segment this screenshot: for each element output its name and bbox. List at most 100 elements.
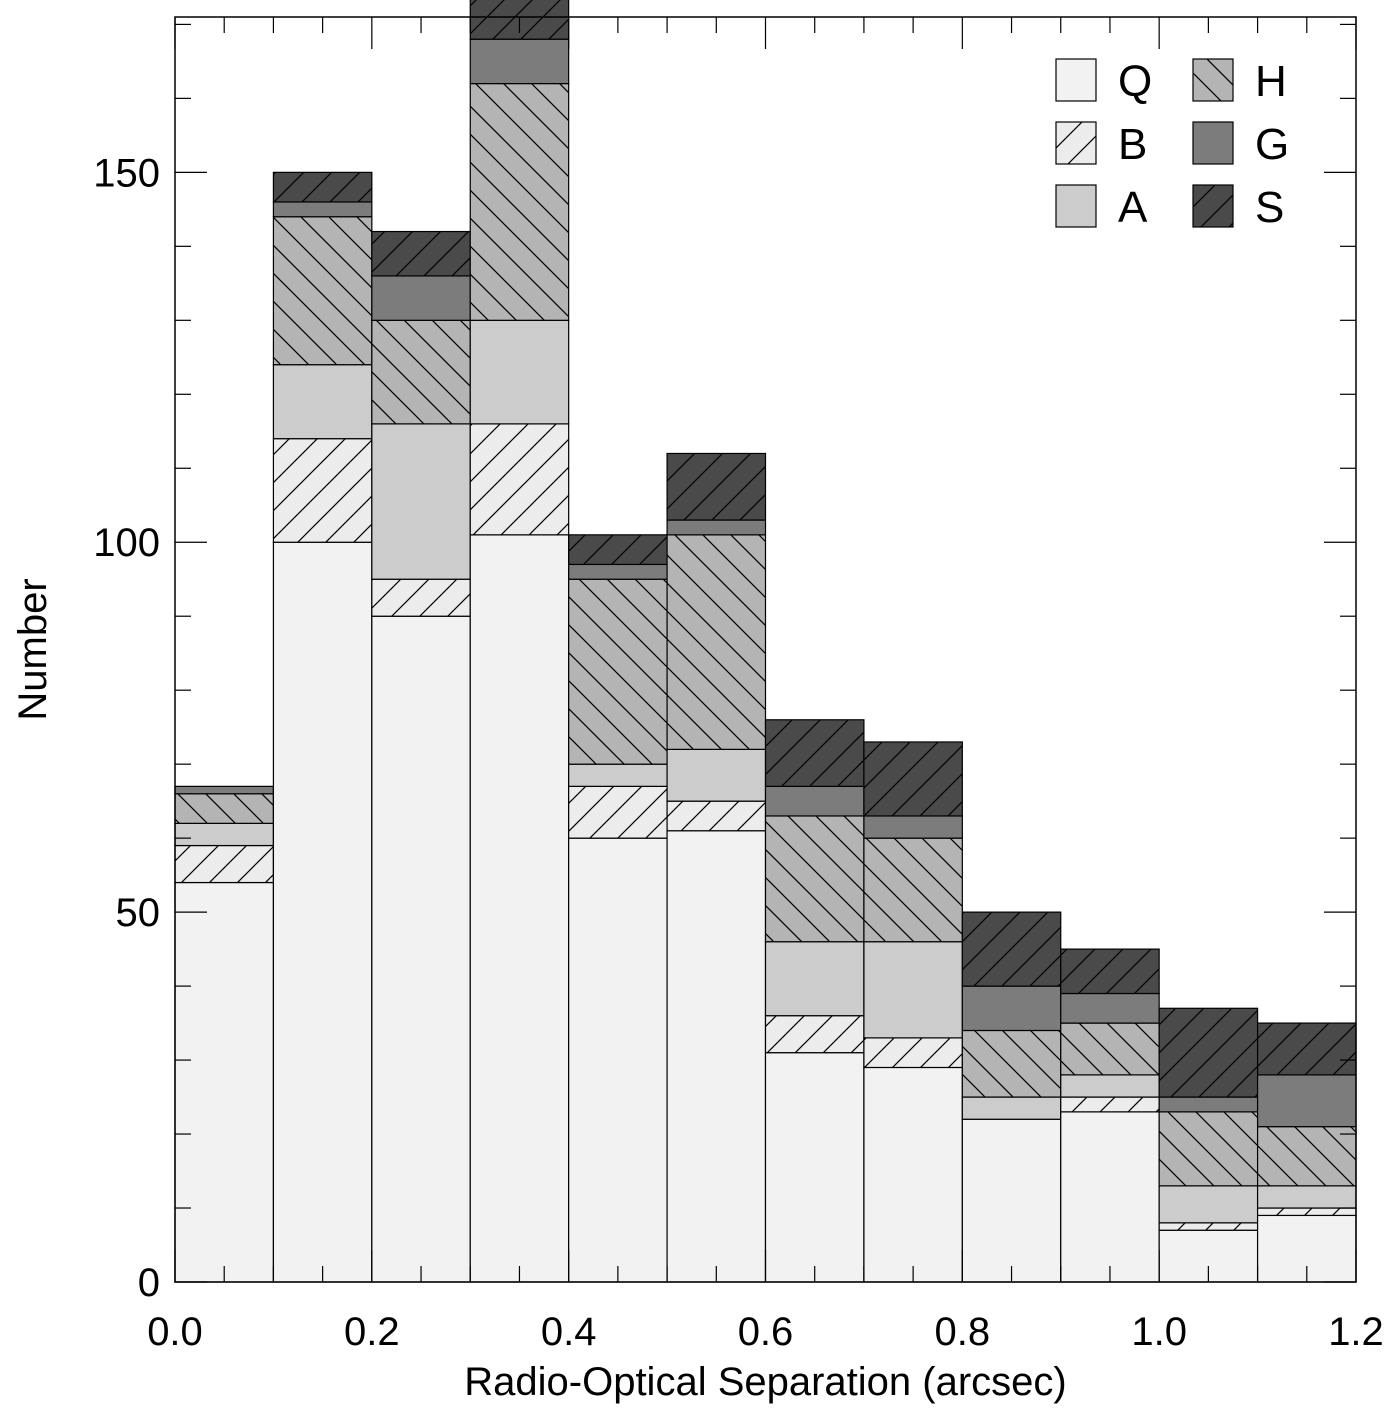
bar-hatch-B-bin-2 (371, 579, 471, 617)
bar-segment-A-bin-0 (174, 822, 275, 847)
legend-item-G: G (1192, 120, 1289, 169)
y-tick-label: 0 (138, 1261, 160, 1305)
bar-hatch-B-bin-0 (175, 845, 274, 883)
bar-segment-G-bin-6 (764, 785, 865, 817)
legend-swatch-hatch (1056, 122, 1096, 164)
bar-hatch-H-bin-4 (568, 579, 668, 765)
x-tick-label: 0.0 (147, 1310, 203, 1354)
bar-segment-Q-bin-9 (1060, 1111, 1160, 1283)
x-axis-label: Radio-Optical Separation (arcsec) (464, 1360, 1066, 1404)
bar-hatch-B-bin-11 (1257, 1208, 1356, 1216)
legend-label: A (1118, 183, 1148, 232)
axis-ticks (174, 17, 1357, 1283)
bar-hatch-S-bin-9 (1060, 949, 1160, 994)
bar-hatch-B-bin-7 (863, 1037, 963, 1068)
bar-segment-G-bin-3 (469, 38, 570, 85)
legend: QBA HGS (1055, 57, 1289, 232)
bar-segment-A-bin-8 (961, 1096, 1062, 1120)
bar-hatch-S-bin-5 (667, 453, 766, 521)
bar-segment-G-bin-11 (1256, 1074, 1357, 1128)
y-tick-label: 50 (116, 891, 161, 935)
x-tick-labels: 0.0 0.2 0.4 0.6 0.8 1.0 1.2 (147, 1310, 1384, 1354)
legend-swatch-hatch (1193, 59, 1233, 101)
bar-segment-Q-bin-5 (666, 830, 767, 1283)
bar-segment-G-bin-4 (568, 563, 668, 580)
bar-hatch-H-bin-6 (765, 815, 864, 942)
bar-hatch-H-bin-7 (863, 838, 963, 942)
bar-hatch-B-bin-3 (470, 423, 569, 535)
bar-segment-A-bin-9 (1060, 1074, 1160, 1098)
bar-segment-Q-bin-3 (469, 534, 570, 1283)
bar-segment-G-bin-10 (1158, 1096, 1259, 1113)
x-tick-label: 0.4 (541, 1310, 597, 1354)
x-tick-label: 1.0 (1131, 1310, 1187, 1354)
bar-hatch-B-bin-6 (765, 1015, 864, 1053)
y-tick-label: 150 (93, 151, 160, 195)
bar-segment-Q-bin-8 (961, 1118, 1062, 1283)
bar-hatch-S-bin-10 (1159, 1008, 1258, 1098)
bar-segment-Q-bin-1 (272, 541, 373, 1283)
bar-hatch-S-bin-4 (568, 534, 668, 565)
histogram-bars (174, 0, 1357, 1283)
y-axis-label: Number (11, 578, 55, 720)
x-tick-label: 1.2 (1328, 1310, 1384, 1354)
bar-segment-Q-bin-2 (371, 615, 471, 1283)
bar-segment-A-bin-1 (272, 364, 373, 440)
bar-hatch-B-bin-5 (667, 801, 766, 831)
bar-hatch-H-bin-9 (1060, 1023, 1160, 1075)
legend-item-Q: Q (1055, 57, 1152, 106)
bar-hatch-B-bin-1 (273, 438, 372, 543)
x-tick-label: 0.6 (738, 1310, 794, 1354)
bar-segment-Q-bin-4 (568, 837, 668, 1283)
bar-segment-G-bin-1 (272, 201, 373, 218)
bar-segment-A-bin-10 (1158, 1185, 1259, 1224)
bar-segment-A-bin-6 (764, 941, 865, 1017)
bar-segment-G-bin-8 (961, 985, 1062, 1032)
legend-item-B: B (1055, 120, 1147, 169)
legend-item-S: S (1192, 183, 1284, 232)
legend-swatch (1055, 184, 1097, 228)
legend-label: B (1118, 120, 1147, 169)
x-tick-label: 0.2 (344, 1310, 400, 1354)
bar-segment-G-bin-5 (666, 519, 767, 536)
y-tick-labels: 0 50 100 150 (93, 151, 160, 1305)
y-tick-label: 100 (93, 521, 160, 565)
bar-hatch-S-bin-11 (1257, 1023, 1356, 1075)
bar-segment-G-bin-2 (371, 275, 471, 321)
bar-hatch-B-bin-9 (1060, 1097, 1160, 1112)
x-tick-label: 0.8 (935, 1310, 991, 1354)
bar-segment-G-bin-9 (1060, 992, 1160, 1024)
bar-segment-G-bin-7 (863, 815, 963, 839)
legend-label: H (1255, 57, 1287, 106)
bar-segment-A-bin-5 (666, 748, 767, 802)
bar-segment-A-bin-7 (863, 941, 963, 1039)
legend-item-H: H (1192, 57, 1287, 106)
bar-hatch-B-bin-4 (568, 786, 668, 839)
legend-swatch (1192, 121, 1234, 165)
bar-hatch-S-bin-2 (371, 231, 471, 276)
bar-hatch-S-bin-8 (962, 912, 1061, 987)
bar-hatch-H-bin-11 (1257, 1126, 1356, 1186)
bar-hatch-H-bin-8 (962, 1030, 1061, 1098)
legend-label: Q (1118, 57, 1152, 106)
plot-frame (174, 16, 1357, 1283)
bar-hatch-B-bin-10 (1159, 1222, 1258, 1231)
bar-segment-Q-bin-6 (764, 1052, 865, 1283)
bar-segment-Q-bin-0 (174, 881, 275, 1283)
bar-hatch-H-bin-10 (1159, 1111, 1258, 1186)
bar-hatch-H-bin-0 (175, 793, 274, 824)
bar-hatch-H-bin-3 (470, 83, 569, 321)
bar-segment-Q-bin-7 (863, 1066, 963, 1283)
bar-segment-A-bin-3 (469, 319, 570, 425)
legend-label: S (1255, 183, 1284, 232)
bar-segment-A-bin-2 (371, 423, 471, 580)
bar-hatch-S-bin-7 (863, 741, 963, 816)
bar-hatch-H-bin-1 (273, 216, 372, 365)
legend-label: G (1255, 120, 1289, 169)
bar-hatch-S-bin-1 (273, 172, 372, 202)
bar-segment-A-bin-11 (1256, 1185, 1357, 1209)
legend-item-A: A (1055, 183, 1148, 232)
bar-segment-A-bin-4 (568, 763, 668, 787)
bar-hatch-S-bin-6 (765, 719, 864, 787)
